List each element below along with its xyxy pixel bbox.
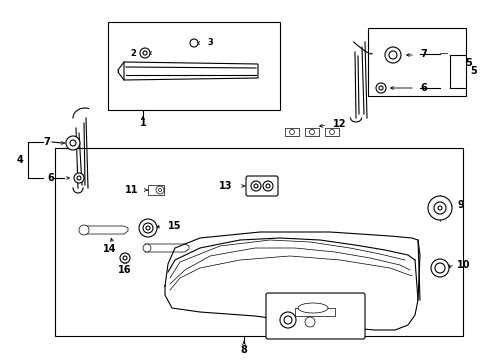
Circle shape: [263, 181, 272, 191]
Text: 7: 7: [419, 49, 426, 59]
Circle shape: [250, 181, 261, 191]
Circle shape: [253, 184, 258, 188]
Circle shape: [142, 244, 151, 252]
Circle shape: [388, 51, 396, 59]
Text: 1: 1: [140, 118, 146, 128]
Circle shape: [430, 259, 448, 277]
Text: 15: 15: [168, 221, 181, 231]
Circle shape: [378, 86, 382, 90]
Text: 4: 4: [17, 155, 23, 165]
Text: 10: 10: [456, 260, 469, 270]
Bar: [305, 128, 318, 136]
Text: 7: 7: [43, 137, 50, 147]
Text: —: —: [439, 50, 447, 59]
Circle shape: [142, 223, 153, 233]
Circle shape: [158, 189, 161, 192]
FancyBboxPatch shape: [265, 293, 364, 339]
Circle shape: [66, 136, 80, 150]
Circle shape: [437, 206, 441, 210]
Bar: [367, 28, 465, 96]
Circle shape: [309, 130, 314, 135]
Circle shape: [375, 83, 385, 93]
Circle shape: [289, 130, 294, 135]
Circle shape: [74, 173, 84, 183]
Text: 5: 5: [469, 66, 476, 76]
Text: 9: 9: [456, 200, 463, 210]
Circle shape: [156, 186, 163, 194]
Text: 16: 16: [118, 265, 131, 275]
Circle shape: [284, 316, 291, 324]
Bar: [294, 308, 334, 316]
Circle shape: [120, 253, 130, 263]
FancyBboxPatch shape: [245, 176, 278, 196]
Bar: [325, 128, 338, 136]
Text: 14: 14: [103, 244, 117, 254]
Circle shape: [70, 140, 76, 146]
Circle shape: [146, 226, 150, 230]
Text: 8: 8: [240, 345, 247, 355]
Text: 2: 2: [130, 49, 136, 58]
Text: 6: 6: [47, 173, 54, 183]
Text: 12: 12: [332, 119, 346, 129]
Text: 11: 11: [124, 185, 138, 195]
Circle shape: [329, 130, 334, 135]
Circle shape: [434, 263, 444, 273]
Bar: [108, 22, 280, 110]
Bar: [148, 185, 163, 195]
Circle shape: [190, 39, 198, 47]
Circle shape: [142, 51, 147, 55]
Circle shape: [77, 176, 81, 180]
Bar: [55, 148, 462, 336]
Circle shape: [140, 48, 150, 58]
Circle shape: [79, 225, 89, 235]
Text: 3: 3: [206, 37, 212, 46]
Text: 6: 6: [419, 83, 426, 93]
Text: 13: 13: [218, 181, 231, 191]
Bar: [285, 128, 298, 136]
Circle shape: [280, 312, 295, 328]
Ellipse shape: [297, 303, 327, 313]
Circle shape: [305, 317, 314, 327]
Circle shape: [123, 256, 127, 260]
Circle shape: [384, 47, 400, 63]
Circle shape: [265, 184, 269, 188]
Circle shape: [427, 196, 451, 220]
Text: 5: 5: [464, 58, 471, 68]
Circle shape: [433, 202, 445, 214]
Circle shape: [139, 219, 157, 237]
